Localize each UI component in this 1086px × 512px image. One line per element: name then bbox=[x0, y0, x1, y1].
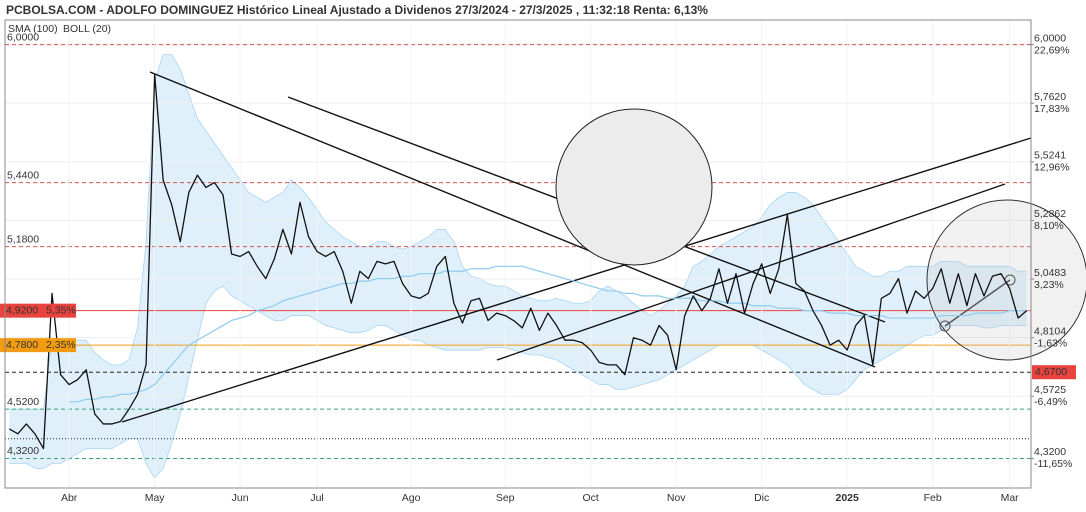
x-tick-label: Dic bbox=[754, 492, 769, 504]
x-tick-label: Sep bbox=[496, 492, 515, 504]
circle-annotation bbox=[555, 108, 713, 266]
annotations bbox=[121, 71, 1086, 423]
reference-label: 4,7800 bbox=[6, 339, 38, 351]
y-tick-note: 12,96% bbox=[1034, 162, 1070, 174]
trend-line bbox=[149, 71, 876, 368]
y-tick-note: 22,69% bbox=[1034, 44, 1070, 56]
legend-entry: BOLL (20) bbox=[63, 23, 111, 35]
y-tick-label: 4,8104 bbox=[1034, 325, 1066, 337]
y-tick-label: 5,0483 bbox=[1034, 267, 1066, 279]
x-tick-label: Jun bbox=[232, 492, 249, 504]
reference-note: 5,35% bbox=[46, 304, 76, 316]
reference-label: 6,0000 bbox=[7, 31, 39, 43]
line-layer bbox=[8, 73, 1028, 450]
reference-label: 4,5200 bbox=[7, 396, 39, 408]
x-tick-label: May bbox=[145, 492, 166, 504]
sma-line bbox=[69, 265, 1027, 403]
y-tick-label: 4,5725 bbox=[1034, 384, 1066, 396]
x-tick-label: Mar bbox=[1001, 492, 1020, 504]
grid-layer bbox=[5, 20, 1031, 488]
reference-label: 5,4400 bbox=[7, 169, 39, 181]
y-tick-label: 5,5241 bbox=[1034, 150, 1066, 162]
y-tick-note: -6,49% bbox=[1034, 396, 1067, 408]
label-layer: 6,000022,69%5,762017,83%5,524112,96%5,28… bbox=[0, 31, 1076, 504]
y-tick-note: 8,10% bbox=[1034, 220, 1064, 232]
x-tick-label: Feb bbox=[924, 492, 942, 504]
plot-frame bbox=[4, 19, 1032, 489]
band-layer bbox=[9, 54, 1027, 479]
circle-annotation bbox=[926, 199, 1086, 361]
y-tick-label: 5,7620 bbox=[1034, 91, 1066, 103]
x-tick-label: Nov bbox=[667, 492, 686, 504]
reference-note: 2,35% bbox=[46, 339, 76, 351]
y-tick-note: 17,83% bbox=[1034, 103, 1070, 115]
y-tick-note: -11,65% bbox=[1034, 458, 1072, 470]
bollinger-band bbox=[9, 54, 1027, 479]
x-tick-label: 2025 bbox=[835, 492, 859, 504]
reference-label: 4,6700 bbox=[1035, 366, 1067, 378]
trend-line bbox=[496, 183, 1006, 361]
x-tick-label: Ago bbox=[402, 492, 421, 504]
price-box bbox=[1032, 365, 1076, 380]
reference-label: 4,9200 bbox=[6, 304, 38, 316]
x-tick-label: Oct bbox=[583, 492, 599, 504]
y-tick-note: -1,63% bbox=[1034, 337, 1067, 349]
bollinger-upper bbox=[9, 54, 1027, 410]
y-tick-label: 5,2862 bbox=[1034, 208, 1066, 220]
trend-line bbox=[121, 137, 1032, 423]
price-box bbox=[0, 338, 76, 353]
price-box bbox=[0, 303, 76, 318]
chart-title: PCBOLSA.COM - ADOLFO DOMINGUEZ Histórico… bbox=[6, 3, 708, 17]
x-tick-label: Abr bbox=[61, 492, 78, 504]
bollinger-lower bbox=[9, 285, 1027, 479]
trend-line bbox=[944, 279, 1011, 327]
y-tick-label: 4,3200 bbox=[1034, 446, 1066, 458]
anchor-point bbox=[939, 320, 951, 332]
legend-entry: SMA (100) bbox=[8, 23, 58, 35]
y-tick-label: 6,0000 bbox=[1034, 32, 1066, 44]
reference-label: 4,3200 bbox=[7, 445, 39, 457]
x-tick-label: Jul bbox=[310, 492, 323, 504]
price-line bbox=[8, 73, 1028, 450]
reference-label: 5,1800 bbox=[7, 233, 39, 245]
y-tick-note: 3,23% bbox=[1034, 279, 1064, 291]
